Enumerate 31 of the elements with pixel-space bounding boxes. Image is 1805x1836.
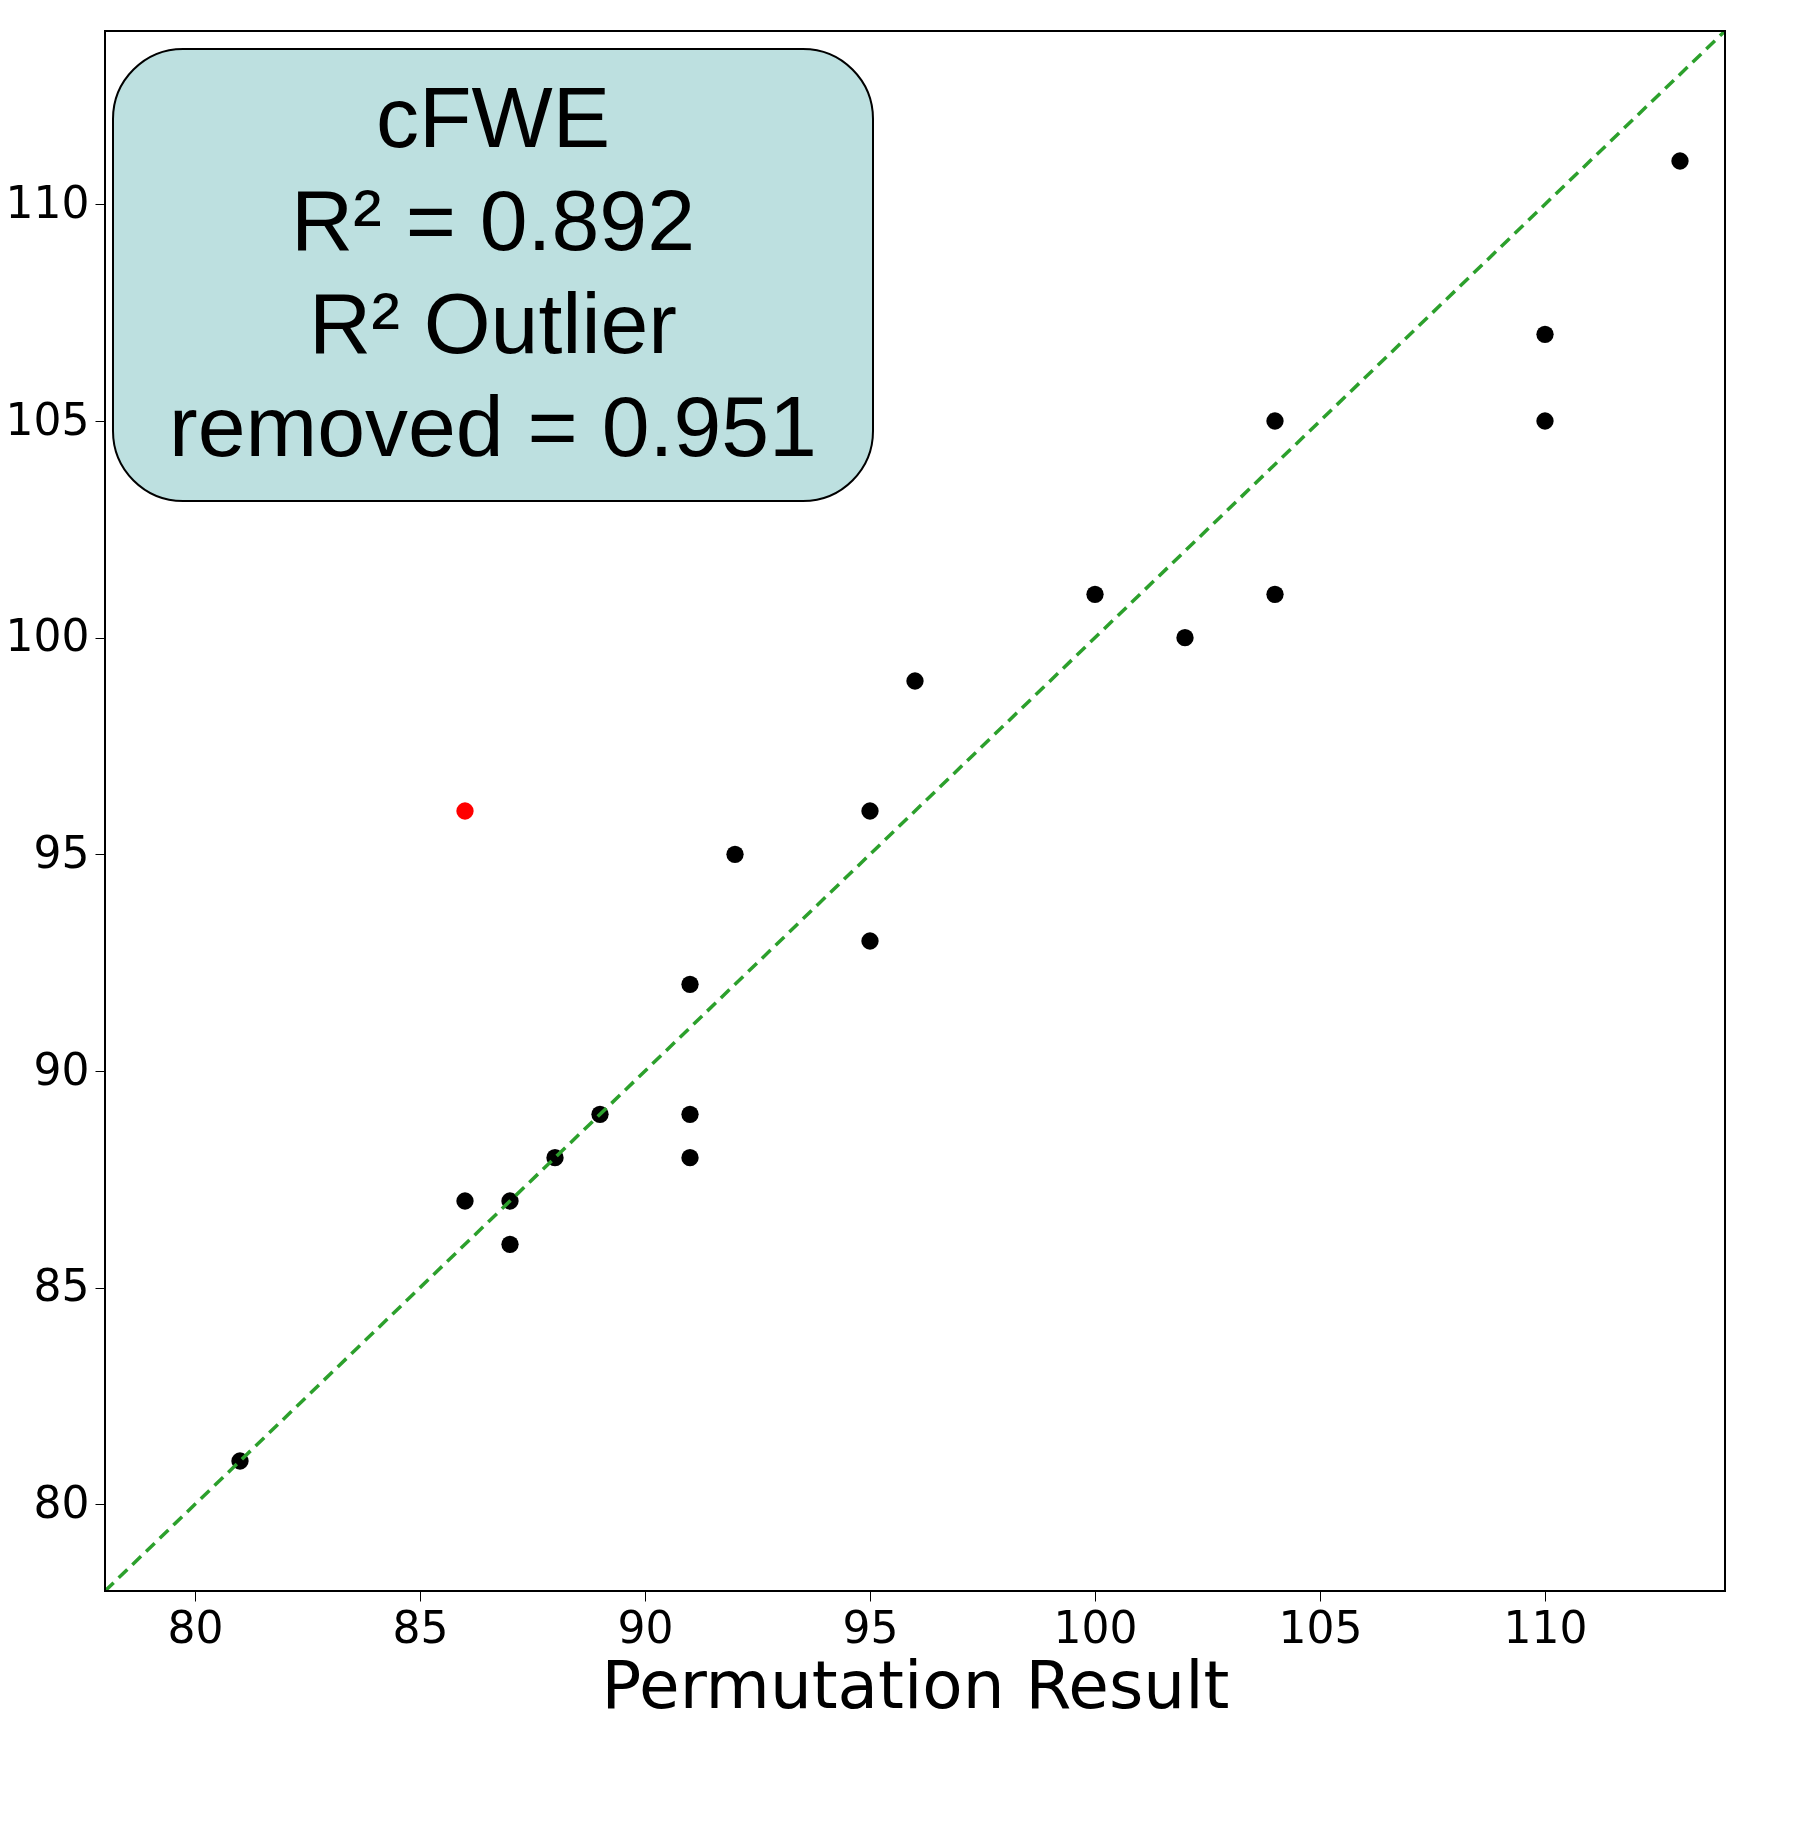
x-tick-label: 110 xyxy=(1503,1601,1588,1653)
y-tick-label: 95 xyxy=(33,826,90,878)
point xyxy=(861,802,879,820)
annotation: R² Outlier removed = 0.951 xyxy=(169,274,817,474)
point xyxy=(1086,585,1104,603)
point xyxy=(1671,152,1689,170)
point xyxy=(501,1235,519,1253)
point xyxy=(726,845,744,863)
point xyxy=(1176,629,1194,647)
point xyxy=(1536,325,1554,343)
point xyxy=(456,1192,474,1210)
annotation: R² = 0.892 xyxy=(291,171,695,268)
y-tick-label: 85 xyxy=(33,1260,90,1312)
point xyxy=(906,672,924,690)
y-tick-label: 105 xyxy=(5,393,90,445)
x-tick-label: 105 xyxy=(1278,1601,1363,1653)
y-tick-label: 100 xyxy=(5,610,90,662)
point xyxy=(861,932,879,950)
x-tick-label: 85 xyxy=(392,1601,449,1653)
x-tick-label: 80 xyxy=(167,1601,224,1653)
point xyxy=(681,1105,699,1123)
point xyxy=(1266,585,1284,603)
y-tick-label: 90 xyxy=(33,1043,90,1095)
point xyxy=(681,1149,699,1167)
point xyxy=(1266,412,1284,430)
point xyxy=(456,802,474,820)
y-tick-label: 80 xyxy=(33,1476,90,1528)
point xyxy=(1536,412,1554,430)
annotation: cFWE xyxy=(375,68,611,165)
point xyxy=(681,975,699,993)
y-tick-label: 110 xyxy=(5,176,90,228)
